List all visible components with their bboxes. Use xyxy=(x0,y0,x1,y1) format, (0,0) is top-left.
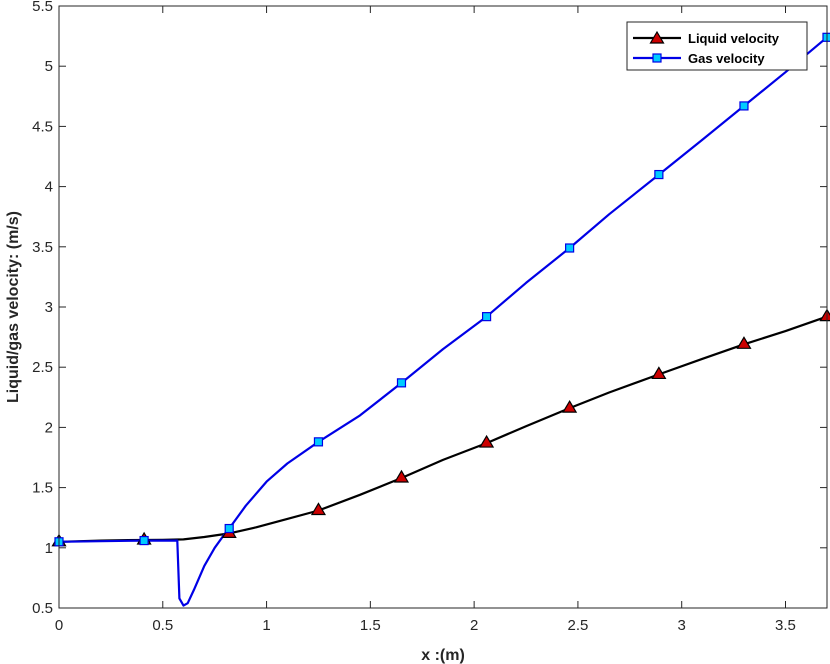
liquid-velocity-point xyxy=(393,469,410,483)
legend-label-gas: Gas velocity xyxy=(688,51,765,66)
y-tick-label: 1 xyxy=(45,540,53,557)
liquid-velocity-point xyxy=(651,366,667,380)
gas-velocity-point xyxy=(654,169,664,180)
y-tick-label: 5 xyxy=(45,58,53,75)
legend-triangle-marker xyxy=(649,30,665,44)
gas-velocity-point xyxy=(565,243,575,253)
liquid-velocity-point xyxy=(562,399,578,413)
y-tick-label: 4 xyxy=(45,179,53,196)
gas-velocity-point xyxy=(224,523,234,534)
x-tick-label: 0 xyxy=(55,617,63,634)
plot-area xyxy=(59,6,827,608)
y-tick-label: 3.5 xyxy=(32,239,53,256)
axis-layer: 0 0.5 1 1.5 2 2.5 3 3.50.511.522.533.544.555.5 xyxy=(32,0,827,634)
series-line-1 xyxy=(59,36,827,607)
x-tick-label: 3.5 xyxy=(775,617,796,634)
gas-velocity-point xyxy=(481,312,492,322)
x-tick-label: 2 xyxy=(470,617,478,634)
y-tick-label: 5.5 xyxy=(32,0,53,15)
y-tick-label: 3 xyxy=(45,299,53,316)
x-tick-label: 2.5 xyxy=(567,617,588,634)
x-tick-label: 1 xyxy=(262,617,270,634)
y-tick-label: 0.5 xyxy=(32,600,53,617)
y-axis-title: Liquid/gas velocity: (m/s) xyxy=(5,211,22,403)
legend: Liquid velocity Gas velocity xyxy=(626,21,808,71)
gas-velocity-point xyxy=(396,378,407,388)
gas-velocity-point xyxy=(313,437,324,447)
legend-label-liquid: Liquid velocity xyxy=(688,31,780,46)
gas-velocity-point xyxy=(139,535,149,546)
x-axis-title: x :(m) xyxy=(421,647,465,664)
y-tick-label: 4.5 xyxy=(32,118,53,135)
legend-square-marker xyxy=(652,53,662,63)
x-tick-label: 0.5 xyxy=(152,617,173,634)
gas-velocity-point xyxy=(739,101,749,111)
x-tick-label: 3 xyxy=(678,617,686,634)
liquid-velocity-point xyxy=(736,336,752,349)
y-tick-label: 2.5 xyxy=(32,359,53,376)
liquid-velocity-point xyxy=(479,434,495,448)
y-tick-label: 2 xyxy=(45,419,53,436)
y-tick-label: 1.5 xyxy=(32,480,53,497)
x-tick-label: 1.5 xyxy=(360,617,381,634)
liquid-velocity-point xyxy=(310,502,327,516)
